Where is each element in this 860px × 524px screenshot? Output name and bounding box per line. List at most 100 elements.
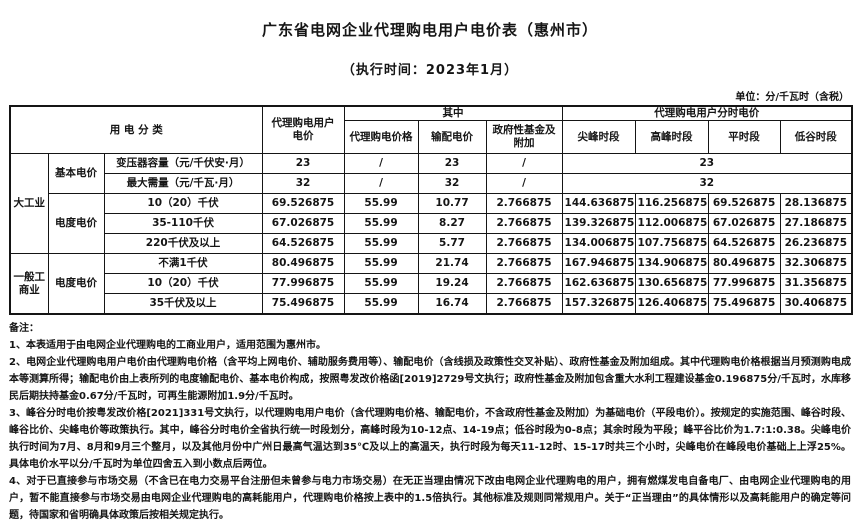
cell-price: 64.526875: [261, 233, 345, 255]
cell-transmission: 5.77: [417, 233, 487, 255]
cell-funds: 2.766875: [485, 193, 563, 215]
cell-sharp-peak: 134.006875: [561, 233, 636, 255]
cell-item: 35-110千伏: [103, 213, 263, 235]
cell-peak: 107.756875: [634, 233, 709, 255]
cell-transmission: 32: [417, 173, 487, 195]
cell-peak: 134.906875: [634, 253, 709, 275]
col-header-valley: 低谷时段: [779, 120, 853, 155]
cell-peak: 116.256875: [634, 193, 709, 215]
cell-flat: 75.496875: [707, 293, 781, 315]
cell-sharp-peak: 144.636875: [561, 193, 636, 215]
table-row: 一般工 商业 电度电价 不满1千伏 80.496875 55.99 21.74 …: [9, 253, 853, 315]
cell-item: 10（20）千伏: [103, 193, 263, 215]
cell-item: 不满1千伏: [103, 253, 263, 275]
cell-transmission: 21.74: [417, 253, 487, 275]
col-header-transmission-price: 输配电价: [417, 120, 487, 155]
cell-sharp-peak: 139.326875: [561, 213, 636, 235]
cell-agency: 55.99: [343, 193, 419, 215]
note-item: 1、本表适用于由电网企业代理购电的工商业用户，适用范围为惠州市。: [9, 340, 326, 352]
cell-category-general-commercial: 一般工 商业: [9, 253, 49, 315]
cell-flat: 67.026875: [707, 213, 781, 235]
col-header-agency-user-price: 代理购电用户 电价: [261, 105, 345, 155]
cell-price: 75.496875: [261, 293, 345, 315]
cell-price: 67.026875: [261, 213, 345, 235]
page-title: 广东省电网企业代理购电用户电价表（惠州市）: [261, 21, 598, 39]
cell-valley: 30.406875: [779, 293, 853, 315]
cell-transmission: 10.77: [417, 193, 487, 215]
cell-agency: 55.99: [343, 253, 419, 275]
cell-item: 变压器容量（元/千伏安·月）: [103, 153, 263, 175]
cell-funds: 2.766875: [485, 233, 563, 255]
cell-agency: 55.99: [343, 293, 419, 315]
notes-section: 备注： 1、本表适用于由电网企业代理购电的工商业用户，适用范围为惠州市。 2、电…: [9, 315, 851, 524]
cell-funds: 2.766875: [485, 253, 563, 275]
col-header-peak: 高峰时段: [634, 120, 709, 155]
col-header-tou-title: 代理购电用户分时电价: [561, 105, 853, 122]
col-header-among-which: 其中: [343, 105, 563, 122]
unit-label: 单位：分/千瓦时（含税）: [735, 92, 849, 103]
cell-price: 32: [261, 173, 345, 195]
cell-valley: 26.236875: [779, 233, 853, 255]
cell-flat: 80.496875: [707, 253, 781, 275]
cell-peak: 126.406875: [634, 293, 709, 315]
cell-sharp-peak: 157.326875: [561, 293, 636, 315]
cell-type-energy-price: 电度电价: [47, 193, 105, 255]
cell-valley: 27.186875: [779, 213, 853, 235]
cell-agency: /: [343, 173, 419, 195]
table-row: 10（20）千伏 77.996875 55.99 19.24 2.766875 …: [10, 273, 853, 295]
col-header-classification: 用 电 分 类: [9, 105, 263, 155]
cell-peak: 112.006875: [634, 213, 709, 235]
cell-transmission: 23: [417, 153, 487, 175]
cell-sharp-peak: 167.946875: [561, 253, 636, 275]
cell-flat: 69.526875: [707, 193, 781, 215]
cell-price: 80.496875: [261, 253, 345, 275]
cell-price: 69.526875: [261, 193, 345, 215]
cell-funds: 2.766875: [485, 213, 563, 235]
cell-funds: /: [485, 173, 563, 195]
table-row: 大工业 基本电价 变压器容量（元/千伏安·月） 23 / 23 / 23: [9, 153, 853, 255]
cell-transmission: 16.74: [417, 293, 487, 315]
col-header-sharp-peak: 尖峰时段: [561, 120, 636, 155]
cell-flat: 64.526875: [707, 233, 781, 255]
table-row: 35-110千伏 67.026875 55.99 8.27 2.766875 1…: [10, 213, 853, 235]
cell-flat: 77.996875: [707, 273, 781, 295]
cell-transmission: 19.24: [417, 273, 487, 295]
cell-type-energy-price: 电度电价: [47, 253, 105, 315]
col-header-agency-purchase-price: 代理购电价格: [343, 120, 419, 155]
cell-item: 10（20）千伏: [103, 273, 263, 295]
note-item: 4、对于已直接参与市场交易（不含已在电力交易平台注册但未曾参与电力市场交易）在无…: [9, 476, 851, 522]
col-header-flat: 平时段: [707, 120, 781, 155]
cell-agency: 55.99: [343, 213, 419, 235]
header-row-top: 用 电 分 类 代理购电用户 电价 其中 代理购电用户分时电价: [9, 105, 853, 155]
note-item: 2、电网企业代理购电用户电价由代理购电价格（含平均上网电价、辅助服务费用等）、输…: [9, 357, 851, 403]
cell-price: 77.996875: [261, 273, 345, 295]
cell-item: 35千伏及以上: [103, 293, 263, 315]
cell-funds: /: [485, 153, 563, 175]
cell-agency: 55.99: [343, 273, 419, 295]
cell-tou-merged: 23: [561, 153, 853, 175]
page-subtitle: （执行时间：2023年1月）: [341, 63, 519, 78]
cell-item: 最大需量（元/千瓦·月）: [103, 173, 263, 195]
cell-tou-merged: 32: [561, 173, 853, 195]
price-table: 用 电 分 类 代理购电用户 电价 其中 代理购电用户分时电价 代理购电价格 输…: [9, 105, 854, 316]
cell-price: 23: [261, 153, 345, 175]
cell-item: 220千伏及以上: [103, 233, 263, 255]
cell-peak: 130.656875: [634, 273, 709, 295]
notes-label: 备注：: [9, 323, 39, 335]
table-row: 最大需量（元/千瓦·月） 32 / 32 / 32: [10, 173, 853, 195]
header-row-sub: 代理购电价格 输配电价 政府性基金及 附加 尖峰时段 高峰时段 平时段 低谷时段: [10, 120, 853, 155]
table-row: 电度电价 10（20）千伏 69.526875 55.99 10.77 2.76…: [10, 193, 853, 255]
cell-funds: 2.766875: [485, 293, 563, 315]
cell-agency: 55.99: [343, 233, 419, 255]
cell-valley: 31.356875: [779, 273, 853, 295]
cell-type-basic-price: 基本电价: [47, 153, 105, 195]
cell-valley: 32.306875: [779, 253, 853, 275]
cell-sharp-peak: 162.636875: [561, 273, 636, 295]
cell-transmission: 8.27: [417, 213, 487, 235]
cell-valley: 28.136875: [779, 193, 853, 215]
cell-agency: /: [343, 153, 419, 175]
cell-category-large-industry: 大工业: [9, 153, 49, 255]
cell-funds: 2.766875: [485, 273, 563, 295]
table-row: 35千伏及以上 75.496875 55.99 16.74 2.766875 1…: [10, 293, 853, 315]
